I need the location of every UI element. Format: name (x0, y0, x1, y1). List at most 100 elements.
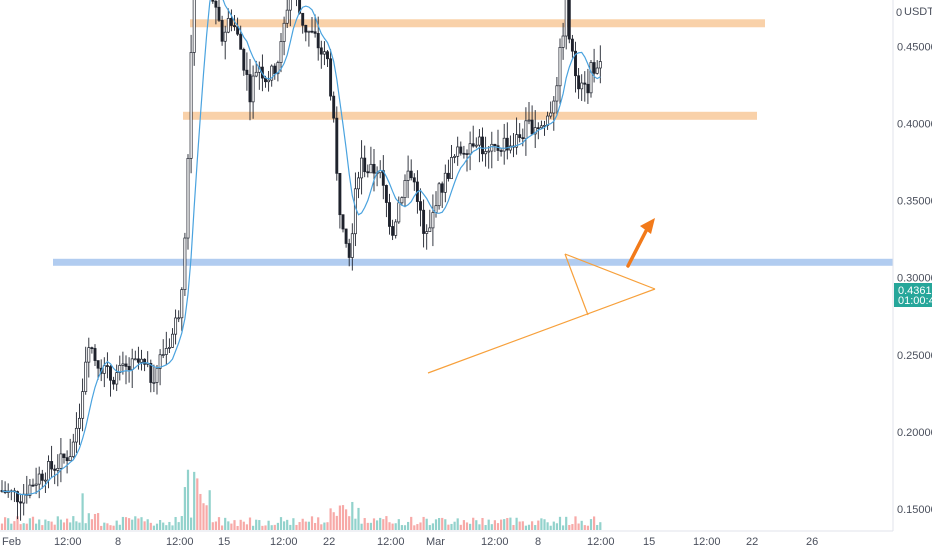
candle-body (288, 0, 292, 11)
volume-bar (422, 516, 425, 530)
candle-body (71, 441, 75, 457)
volume-bar (137, 518, 140, 530)
candle-body (583, 82, 587, 85)
last-price-tag: 0.43616 01:00:47 (894, 283, 932, 307)
candle-body (19, 501, 23, 504)
volume-bar (97, 513, 100, 530)
candle-body (456, 146, 460, 157)
volume-bar (165, 525, 168, 530)
volume-bar (549, 525, 552, 530)
resistance-zone-upper (190, 19, 765, 28)
volume-bar (593, 516, 596, 530)
candle-body (149, 362, 153, 383)
volume-bar (487, 519, 490, 530)
volume-bar (186, 469, 190, 530)
candle-body (499, 150, 503, 152)
candle-body (570, 38, 574, 52)
volume-bar (304, 521, 307, 530)
breakout-arrow-icon (626, 218, 655, 268)
volume-bar (273, 524, 276, 530)
volume-bar (320, 524, 323, 530)
volume-bar (500, 519, 503, 530)
volume-bar (416, 524, 419, 530)
candle-body (484, 151, 488, 155)
volume-bar (465, 522, 469, 530)
volume-bar (279, 517, 283, 530)
volume-bar (90, 519, 93, 530)
x-tick-label: Mar (426, 536, 445, 548)
candle-body (422, 209, 426, 234)
volume-bar (224, 517, 227, 530)
candle-body (254, 71, 258, 77)
volume-bars (0, 469, 602, 530)
volume-bar (38, 519, 41, 530)
candle-body (440, 183, 444, 193)
resistance-zone-lower (183, 111, 757, 120)
candle-body (43, 479, 47, 482)
candle-body (223, 31, 227, 42)
volume-bar (351, 501, 354, 530)
volume-bar (292, 518, 295, 530)
candle-body (391, 226, 395, 236)
candle-body (564, 0, 568, 37)
volume-bar (248, 517, 252, 530)
candle-body (214, 0, 218, 8)
volume-bar (410, 516, 413, 530)
volume-bar (62, 522, 66, 530)
volume-bar (338, 505, 341, 530)
candle-body (589, 62, 593, 94)
candle-body (273, 65, 277, 75)
time-axis[interactable]: Feb 12:00 8 12:00 15 12:00 22 12:00 Mar 12:00 8 12:… (2, 536, 818, 548)
candle-body (360, 157, 364, 179)
volume-bar (456, 518, 459, 530)
volume-bar (527, 524, 531, 530)
x-tick-label: 12:00 (587, 536, 615, 548)
volume-bar (298, 522, 301, 530)
candle-body (326, 51, 329, 60)
volume-bar (310, 516, 314, 530)
volume-bar (10, 523, 13, 530)
candle-body (28, 484, 32, 496)
candle-body (90, 347, 94, 349)
candle-body (425, 231, 429, 234)
candle-body (62, 453, 66, 458)
candle-body (558, 47, 562, 87)
candle-body (409, 170, 413, 179)
quote-currency-label: USDT (904, 6, 932, 18)
volume-bar (366, 522, 369, 530)
volume-bar (289, 524, 292, 530)
candle-body (316, 33, 320, 49)
volume-bar (190, 517, 193, 530)
x-tick-label: 22 (746, 536, 758, 548)
volume-bar (19, 524, 22, 530)
candle-body (276, 62, 280, 75)
volume-bar (56, 516, 59, 530)
candle-body (112, 379, 116, 385)
volume-bar (335, 515, 338, 530)
volume-bar (512, 525, 515, 530)
volume-bar (407, 521, 410, 530)
volume-bar (586, 525, 589, 530)
volume-bar (118, 524, 121, 530)
volume-bar (16, 516, 19, 530)
candle-body (68, 456, 72, 462)
volume-bar (162, 522, 165, 530)
volume-bar (493, 520, 496, 530)
volume-bar (360, 523, 363, 530)
candle-body (592, 62, 596, 74)
candle-body (155, 368, 159, 383)
x-tick-label: 12:00 (166, 536, 194, 548)
volume-bar (484, 525, 487, 530)
candle-body (124, 363, 128, 367)
volume-bar (233, 520, 236, 530)
volume-bar (72, 516, 75, 530)
volume-bar (177, 522, 180, 530)
candle-body (217, 6, 221, 21)
volume-bar (478, 524, 481, 530)
candle-body (419, 201, 422, 211)
volume-bar (134, 516, 137, 530)
candle-body (279, 41, 283, 63)
